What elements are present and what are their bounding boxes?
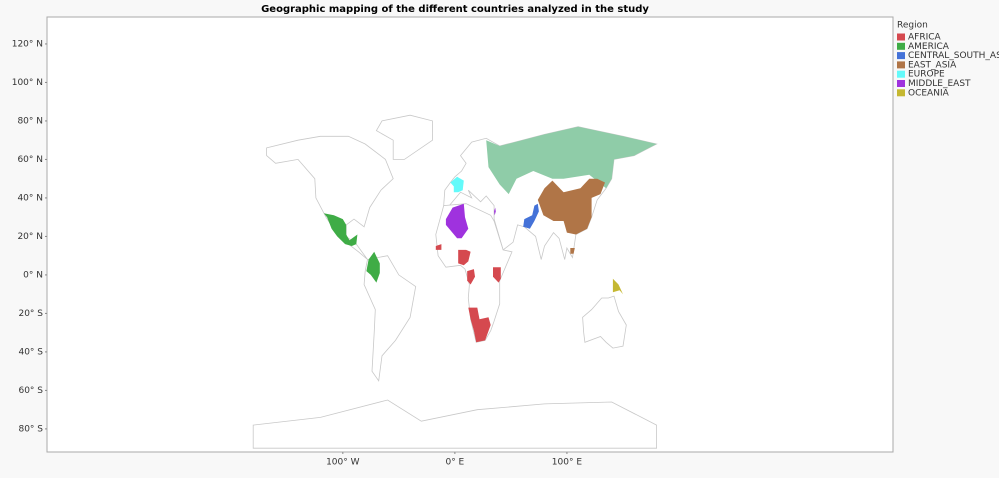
land [582, 295, 627, 349]
country [366, 251, 380, 283]
country [468, 307, 491, 343]
country [537, 178, 605, 235]
legend-label: CENTRAL_SOUTH_ASIA [908, 51, 999, 61]
country [458, 249, 471, 266]
country [323, 213, 358, 246]
y-tick-label: 40° N [17, 193, 43, 203]
y-tick-label: 120° N [12, 39, 43, 49]
legend-swatch [897, 33, 905, 41]
country [467, 269, 475, 285]
legend-swatch [897, 52, 905, 60]
y-tick-label: 20° N [17, 232, 43, 242]
y-tick-label: 60° N [17, 155, 43, 165]
legend-swatch [897, 70, 905, 78]
legend-title: Region [897, 21, 928, 31]
country [494, 207, 496, 216]
y-tick-label: 40° S [18, 347, 43, 357]
legend-label: EUROPE [908, 70, 945, 80]
x-tick-label: 100° E [552, 458, 583, 468]
legend-label: EAST_ASIA [908, 60, 957, 70]
country [493, 267, 501, 283]
legend-swatch [897, 42, 905, 50]
country [450, 176, 464, 193]
x-tick-label: 100° W [326, 458, 360, 468]
map [252, 114, 658, 449]
country-other [486, 126, 657, 195]
land [363, 255, 417, 382]
land [252, 399, 657, 449]
y-tick-label: 80° S [18, 424, 43, 434]
country [612, 278, 623, 295]
legend-label: OCEANIA [908, 88, 950, 98]
country [435, 244, 442, 250]
legend-label: AFRICA [908, 33, 942, 43]
legend-swatch [897, 89, 905, 97]
x-tick-label: 0° E [445, 458, 464, 468]
legend-swatch [897, 80, 905, 87]
land [375, 114, 433, 160]
y-tick-label: 80° N [17, 116, 43, 126]
y-tick-label: 100° N [12, 78, 43, 88]
y-tick-label: 60° S [18, 386, 43, 396]
country [523, 203, 539, 229]
y-tick-label: 0° N [23, 270, 43, 280]
legend-swatch [897, 61, 905, 69]
legend-label: MIDDLE_EAST [908, 79, 971, 89]
y-tick-label: 20° S [18, 309, 43, 319]
chart-title: Geographic mapping of the different coun… [261, 4, 649, 15]
country [445, 203, 469, 239]
legend-label: AMERICA [908, 42, 950, 52]
country [570, 248, 575, 254]
